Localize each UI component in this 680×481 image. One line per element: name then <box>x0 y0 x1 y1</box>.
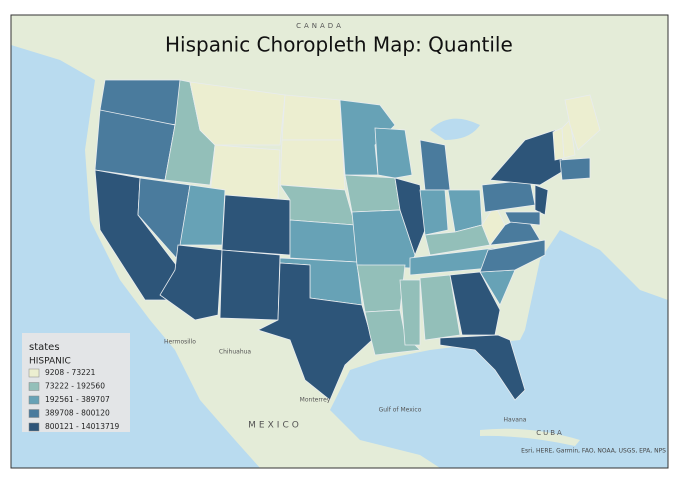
basemap-label: Monterrey <box>300 397 331 404</box>
state <box>419 139 451 191</box>
state <box>559 157 591 181</box>
state <box>289 219 358 263</box>
legend-field: HISPANIC <box>29 357 71 367</box>
state <box>439 334 526 401</box>
state <box>221 194 291 256</box>
legend-label: 9208 - 73221 <box>45 368 96 377</box>
state <box>504 211 541 226</box>
legend-swatch <box>28 368 40 378</box>
map-frame <box>10 14 669 469</box>
basemap-label: CUBA <box>536 429 564 437</box>
state <box>256 262 373 401</box>
state <box>564 94 601 151</box>
basemap-label: MEXICO <box>248 421 302 431</box>
basemap-label: Havana <box>504 417 527 424</box>
legend-label: 73222 - 192560 <box>45 382 105 391</box>
state <box>419 274 461 341</box>
state <box>279 184 356 226</box>
legend-label: 800121 - 14013719 <box>45 422 120 431</box>
state <box>219 249 281 321</box>
legend-swatch <box>28 382 40 391</box>
states-layer <box>94 79 601 401</box>
state <box>534 184 549 216</box>
lake <box>430 118 480 140</box>
state <box>356 264 406 313</box>
state <box>344 174 401 213</box>
basemap-label: Gulf of Mexico <box>379 407 422 414</box>
legend-swatch <box>28 409 40 418</box>
legend-swatch <box>28 395 40 405</box>
state <box>449 271 501 336</box>
legend-layer: states <box>29 342 60 353</box>
island <box>480 428 580 446</box>
state <box>279 139 346 191</box>
state <box>374 127 413 179</box>
legend-background <box>22 333 130 432</box>
state <box>561 119 576 159</box>
state <box>281 94 343 141</box>
basemap-label: Chihuahua <box>219 349 252 356</box>
state <box>394 177 426 257</box>
basemap-label: Hermosillo <box>164 339 196 346</box>
legend: states HISPANIC 9208 - 73221 73222 - 1925… <box>22 333 130 432</box>
legend-label: 192561 - 389707 <box>45 395 110 404</box>
state <box>481 204 506 246</box>
state <box>419 189 449 236</box>
map-title: Hispanic Choropleth Map: Quantile <box>165 33 513 57</box>
state <box>189 81 286 146</box>
basemap-label: CANADA <box>296 22 344 30</box>
legend-items: 9208 - 73221 73222 - 192560 192561 - 38970… <box>28 368 120 432</box>
state <box>479 239 546 273</box>
legend-label: 389708 - 800120 <box>45 409 110 418</box>
attribution: Esri, HERE, Garmin, FAO, NOAA, USGS, EPA… <box>521 448 666 455</box>
basemap-labels: CANADA MEXICO Gulf of Mexico CUBA Havana Mont… <box>164 22 564 437</box>
state <box>399 279 421 346</box>
legend-swatch <box>28 422 40 432</box>
